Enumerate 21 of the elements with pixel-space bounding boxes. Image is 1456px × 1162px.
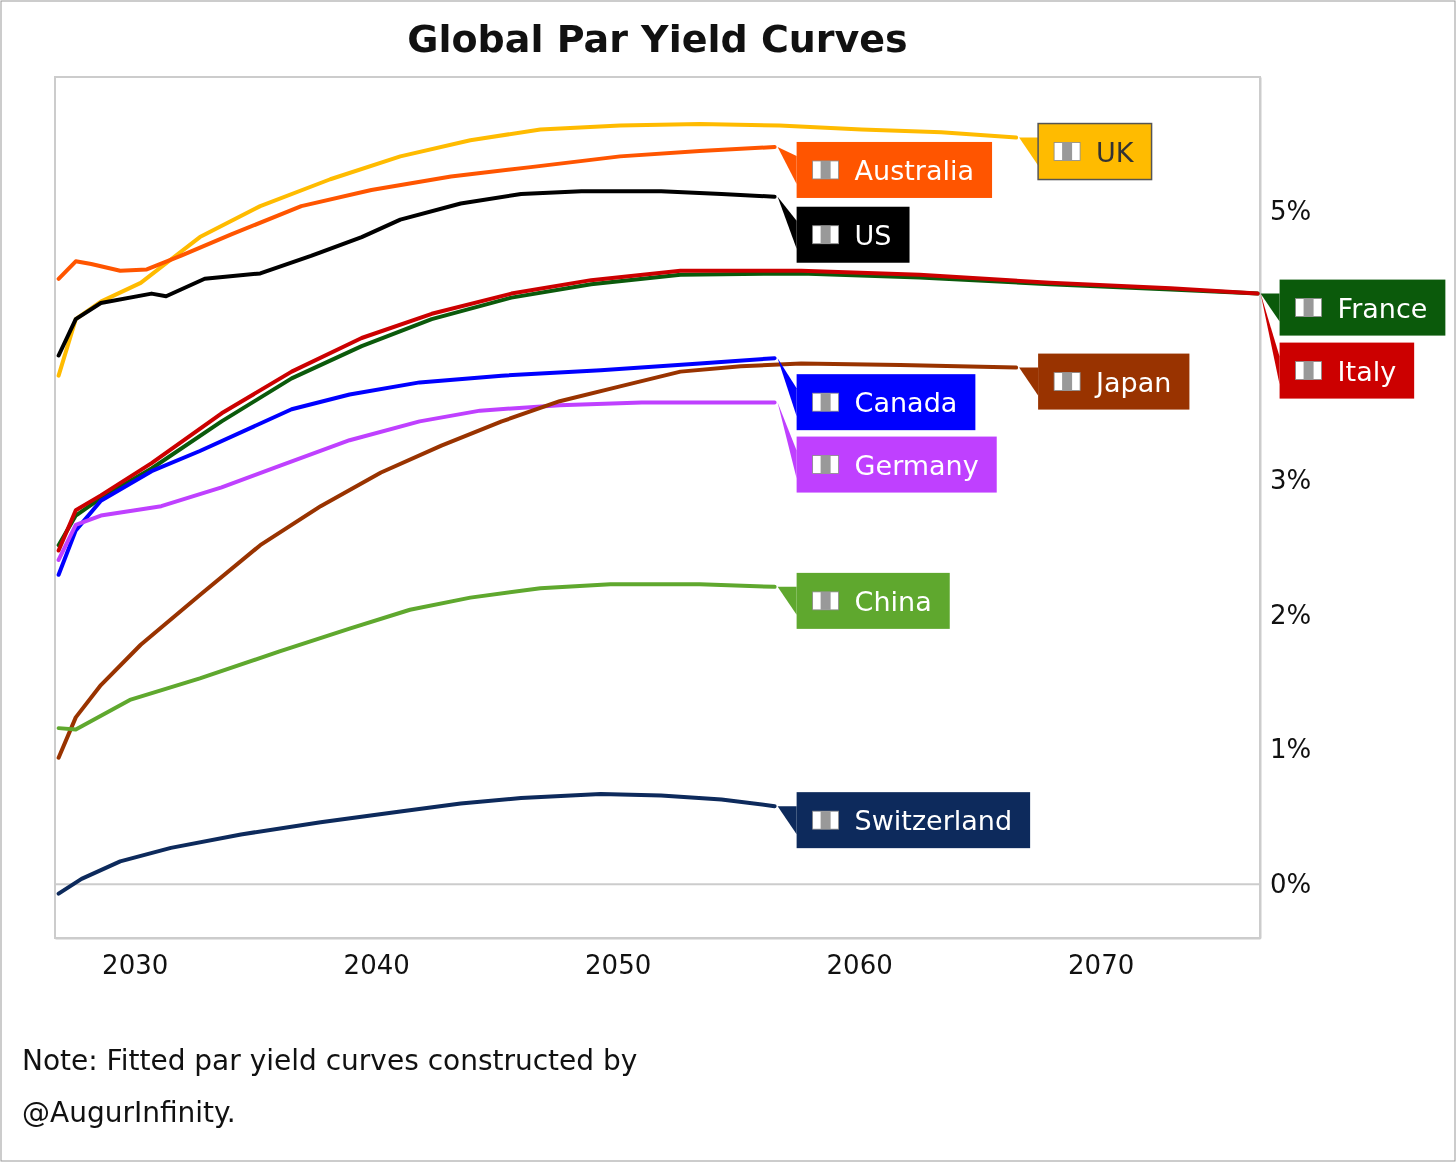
text: Germany xyxy=(854,449,979,481)
x-tick-label: 2040 xyxy=(343,950,410,981)
text: Japan xyxy=(1094,366,1172,398)
text: France xyxy=(1337,292,1428,324)
text: Canada xyxy=(854,387,958,419)
y-tick-label: 0% xyxy=(1270,869,1312,900)
y-tick-label: 3% xyxy=(1270,465,1312,496)
x-tick-label: 2050 xyxy=(585,950,652,981)
text: Italy xyxy=(1337,355,1397,387)
text: Switzerland xyxy=(854,805,1013,837)
y-tick-label: 2% xyxy=(1270,599,1312,630)
x-tick-label: 2070 xyxy=(1068,950,1135,981)
text: Note: Fitted par yield curves constructed by @AugurInfinity. xyxy=(22,1043,639,1131)
text: China xyxy=(854,585,932,617)
y-tick-label: 5% xyxy=(1270,196,1312,227)
y-tick-label: 1% xyxy=(1270,734,1312,765)
x-tick-label: 2030 xyxy=(102,950,169,981)
text: US xyxy=(854,219,892,251)
chart-title: Global Par Yield Curves xyxy=(407,17,908,61)
text: Australia xyxy=(854,154,975,186)
x-tick-label: 2060 xyxy=(826,950,893,981)
